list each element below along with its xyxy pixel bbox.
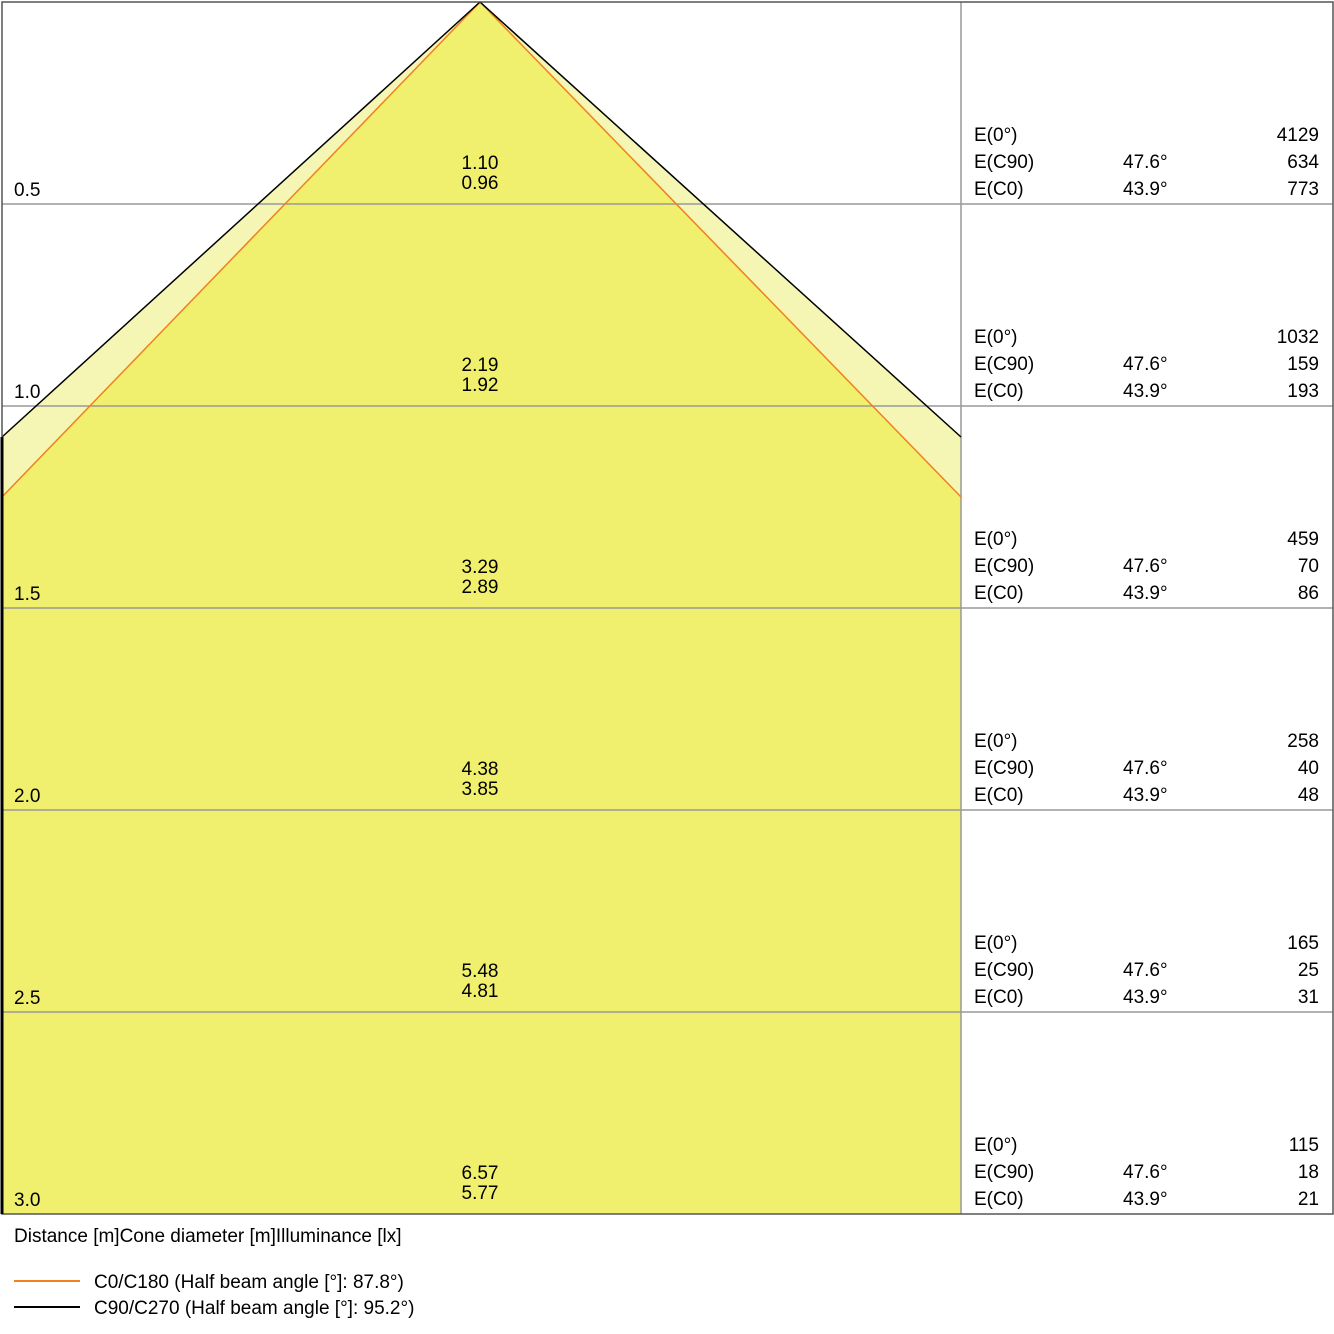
distance-label: 0.5 bbox=[14, 180, 40, 201]
e-c0-value: 31 bbox=[1298, 987, 1319, 1008]
distance-label: 1.0 bbox=[14, 382, 40, 403]
e0-value: 115 bbox=[1289, 1135, 1319, 1156]
cone-diameter-c0: 1.92 bbox=[462, 375, 499, 396]
c0-angle: 43.9° bbox=[1123, 179, 1168, 200]
illuminance-label: E(0°) bbox=[974, 933, 1018, 954]
distance-label: 1.5 bbox=[14, 584, 40, 605]
c0-angle: 43.9° bbox=[1123, 583, 1168, 604]
illuminance-label: E(C0) bbox=[974, 987, 1024, 1008]
e-c0-value: 48 bbox=[1298, 785, 1319, 806]
illuminance-label: E(0°) bbox=[974, 327, 1018, 348]
cone-diameter-c90: 3.29 bbox=[462, 557, 499, 578]
c90-angle: 47.6° bbox=[1123, 758, 1168, 779]
distance-label: 3.0 bbox=[14, 1190, 40, 1211]
illuminance-label: E(0°) bbox=[974, 731, 1018, 752]
cone-diameter-c0: 5.77 bbox=[462, 1183, 499, 1204]
e-c90-value: 70 bbox=[1298, 556, 1319, 577]
legend-swatch-c0 bbox=[14, 1280, 80, 1282]
cone-diameter-c0: 2.89 bbox=[462, 577, 499, 598]
e-c0-value: 21 bbox=[1298, 1189, 1319, 1210]
e-c90-value: 40 bbox=[1298, 758, 1319, 779]
illuminance-label: E(C0) bbox=[974, 785, 1024, 806]
e-c90-value: 18 bbox=[1298, 1162, 1319, 1183]
cone-diameter-c0: 0.96 bbox=[462, 173, 499, 194]
legend-label-c90: C90/C270 (Half beam angle [°]: 95.2°) bbox=[94, 1298, 415, 1319]
cone-diameter-c90: 1.10 bbox=[462, 153, 499, 174]
distance-label: 2.0 bbox=[14, 786, 40, 807]
illuminance-label: E(C0) bbox=[974, 583, 1024, 604]
c90-angle: 47.6° bbox=[1123, 1162, 1168, 1183]
c0-angle: 43.9° bbox=[1123, 381, 1168, 402]
illuminance-label: E(C0) bbox=[974, 179, 1024, 200]
illuminance-label: E(C0) bbox=[974, 381, 1024, 402]
c90-angle: 47.6° bbox=[1123, 152, 1168, 173]
c0-angle: 43.9° bbox=[1123, 785, 1168, 806]
cone-diameter-c90: 2.19 bbox=[462, 355, 499, 376]
c90-angle: 47.6° bbox=[1123, 556, 1168, 577]
c90-angle: 47.6° bbox=[1123, 354, 1168, 375]
illuminance-label: E(C0) bbox=[974, 1189, 1024, 1210]
illuminance-label: E(0°) bbox=[974, 125, 1018, 146]
illuminance-label: E(C90) bbox=[974, 758, 1034, 779]
e-c90-value: 25 bbox=[1298, 960, 1319, 981]
cone-diameter-c90: 5.48 bbox=[462, 961, 499, 982]
illuminance-label: E(0°) bbox=[974, 529, 1018, 550]
distance-label: 2.5 bbox=[14, 988, 40, 1009]
cone-diameter-c0: 4.81 bbox=[462, 981, 499, 1002]
e0-value: 1032 bbox=[1277, 327, 1319, 348]
legend-swatch-c90 bbox=[14, 1306, 80, 1308]
illuminance-label: E(C90) bbox=[974, 354, 1034, 375]
c0-angle: 43.9° bbox=[1123, 1189, 1168, 1210]
e-c0-value: 193 bbox=[1287, 381, 1319, 402]
c0-angle: 43.9° bbox=[1123, 987, 1168, 1008]
e-c0-value: 86 bbox=[1298, 583, 1319, 604]
e-c90-value: 634 bbox=[1287, 152, 1319, 173]
e0-value: 459 bbox=[1287, 529, 1319, 550]
illuminance-label: E(C90) bbox=[974, 556, 1034, 577]
c90-angle: 47.6° bbox=[1123, 960, 1168, 981]
e-c90-value: 159 bbox=[1287, 354, 1319, 375]
illuminance-label: E(0°) bbox=[974, 1135, 1018, 1156]
e-c0-value: 773 bbox=[1287, 179, 1319, 200]
footer-label: Distance [m]Cone diameter [m]Illuminance… bbox=[14, 1226, 402, 1247]
e0-value: 165 bbox=[1287, 933, 1319, 954]
e0-value: 4129 bbox=[1277, 125, 1319, 146]
e0-value: 258 bbox=[1287, 731, 1319, 752]
cone-diameter-c0: 3.85 bbox=[462, 779, 499, 800]
cone-diameter-c90: 4.38 bbox=[462, 759, 499, 780]
cone-diameter-c90: 6.57 bbox=[462, 1163, 499, 1184]
legend-label-c0: C0/C180 (Half beam angle [°]: 87.8°) bbox=[94, 1272, 404, 1293]
illuminance-label: E(C90) bbox=[974, 152, 1034, 173]
illuminance-label: E(C90) bbox=[974, 1162, 1034, 1183]
illuminance-label: E(C90) bbox=[974, 960, 1034, 981]
